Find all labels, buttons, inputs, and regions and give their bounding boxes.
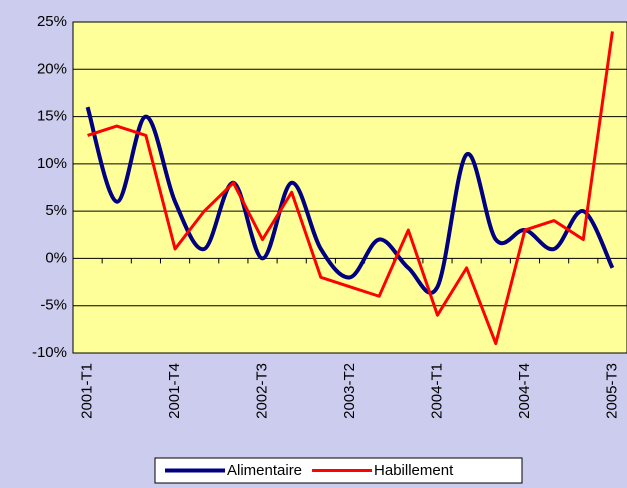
x-tick-label: 2001-T4 xyxy=(166,363,183,419)
y-tick-label: 0% xyxy=(45,249,67,266)
y-tick-label: 20% xyxy=(37,60,67,77)
y-tick-label: 15% xyxy=(37,108,67,125)
y-tick-label: 25% xyxy=(37,13,67,30)
y-tick-label: -5% xyxy=(40,297,67,314)
y-tick-label: -10% xyxy=(32,344,67,361)
x-tick-label: 2004-T4 xyxy=(516,363,533,419)
x-tick-label: 2003-T2 xyxy=(341,363,358,419)
legend-label: Alimentaire xyxy=(227,462,302,479)
legend-label: Habillement xyxy=(374,462,454,479)
x-tick-label: 2002-T3 xyxy=(253,363,270,419)
series-line xyxy=(85,106,615,295)
y-tick-label: 10% xyxy=(37,155,67,172)
series-line xyxy=(87,31,614,346)
x-tick-label: 2001-T1 xyxy=(79,363,96,419)
y-tick-label: 5% xyxy=(45,202,67,219)
plot-area xyxy=(72,21,627,354)
x-tick-label: 2005-T3 xyxy=(603,363,620,419)
x-tick-label: 2004-T1 xyxy=(428,363,445,419)
